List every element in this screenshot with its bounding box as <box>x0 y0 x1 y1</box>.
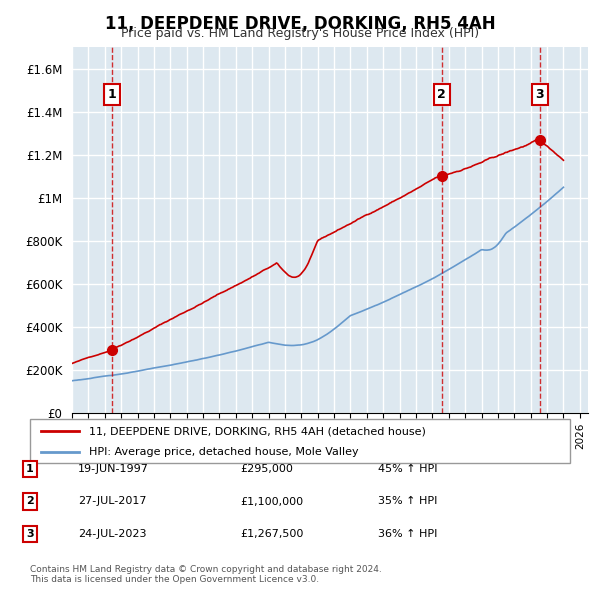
Text: 1: 1 <box>26 464 34 474</box>
Text: 2: 2 <box>437 88 446 101</box>
Text: HPI: Average price, detached house, Mole Valley: HPI: Average price, detached house, Mole… <box>89 447 359 457</box>
Text: 19-JUN-1997: 19-JUN-1997 <box>78 464 149 474</box>
FancyBboxPatch shape <box>30 419 570 463</box>
Text: £295,000: £295,000 <box>240 464 293 474</box>
Text: 3: 3 <box>536 88 544 101</box>
Text: £1,100,000: £1,100,000 <box>240 497 303 506</box>
Text: Price paid vs. HM Land Registry's House Price Index (HPI): Price paid vs. HM Land Registry's House … <box>121 27 479 40</box>
Text: Contains HM Land Registry data © Crown copyright and database right 2024.
This d: Contains HM Land Registry data © Crown c… <box>30 565 382 584</box>
Text: 45% ↑ HPI: 45% ↑ HPI <box>378 464 437 474</box>
Text: 3: 3 <box>26 529 34 539</box>
Text: 11, DEEPDENE DRIVE, DORKING, RH5 4AH: 11, DEEPDENE DRIVE, DORKING, RH5 4AH <box>104 15 496 33</box>
Text: 36% ↑ HPI: 36% ↑ HPI <box>378 529 437 539</box>
Text: 11, DEEPDENE DRIVE, DORKING, RH5 4AH (detached house): 11, DEEPDENE DRIVE, DORKING, RH5 4AH (de… <box>89 427 426 436</box>
Text: 2: 2 <box>26 497 34 506</box>
Text: 35% ↑ HPI: 35% ↑ HPI <box>378 497 437 506</box>
Text: £1,267,500: £1,267,500 <box>240 529 304 539</box>
Text: 27-JUL-2017: 27-JUL-2017 <box>78 497 146 506</box>
Text: 1: 1 <box>108 88 116 101</box>
Text: 24-JUL-2023: 24-JUL-2023 <box>78 529 146 539</box>
